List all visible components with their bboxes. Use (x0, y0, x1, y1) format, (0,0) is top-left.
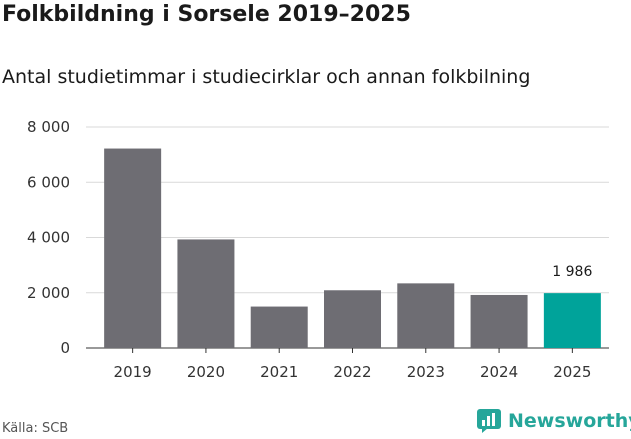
y-tick-label: 6 000 (27, 173, 70, 191)
x-tick-label: 2020 (187, 363, 225, 381)
data-label: 1 986 (552, 264, 592, 280)
y-tick-label: 8 000 (27, 118, 70, 136)
x-tick-label: 2019 (114, 363, 152, 381)
x-tick-label: 2023 (407, 363, 445, 381)
bar (104, 148, 162, 348)
newsworthy-icon (477, 409, 501, 433)
bar (543, 293, 601, 348)
bar (250, 306, 308, 348)
y-tick-label: 2 000 (27, 284, 70, 302)
bar (177, 239, 235, 348)
y-tick-label: 4 000 (27, 229, 70, 247)
brand-logo: Newsworthy (476, 408, 631, 434)
bar (470, 294, 528, 348)
bar (324, 290, 381, 348)
chart-subtitle: Antal studietimmar i studiecirklar och a… (2, 66, 531, 88)
x-tick-label: 2021 (260, 363, 298, 381)
x-tick-label: 2024 (480, 363, 518, 381)
x-tick-label: 2025 (553, 363, 591, 381)
source-note: Källa: SCB (2, 421, 69, 436)
x-tick-label: 2022 (333, 363, 371, 381)
bar-chart: 0 2 000 4 000 6 000 8 000 2019 2020 2021 2022 202… (27, 118, 609, 381)
brand-name: Newsworthy (508, 410, 631, 432)
chart-title: Folkbildning i Sorsele 2019–2025 (2, 2, 411, 27)
y-tick-label: 0 (60, 339, 70, 357)
bar (397, 283, 455, 348)
